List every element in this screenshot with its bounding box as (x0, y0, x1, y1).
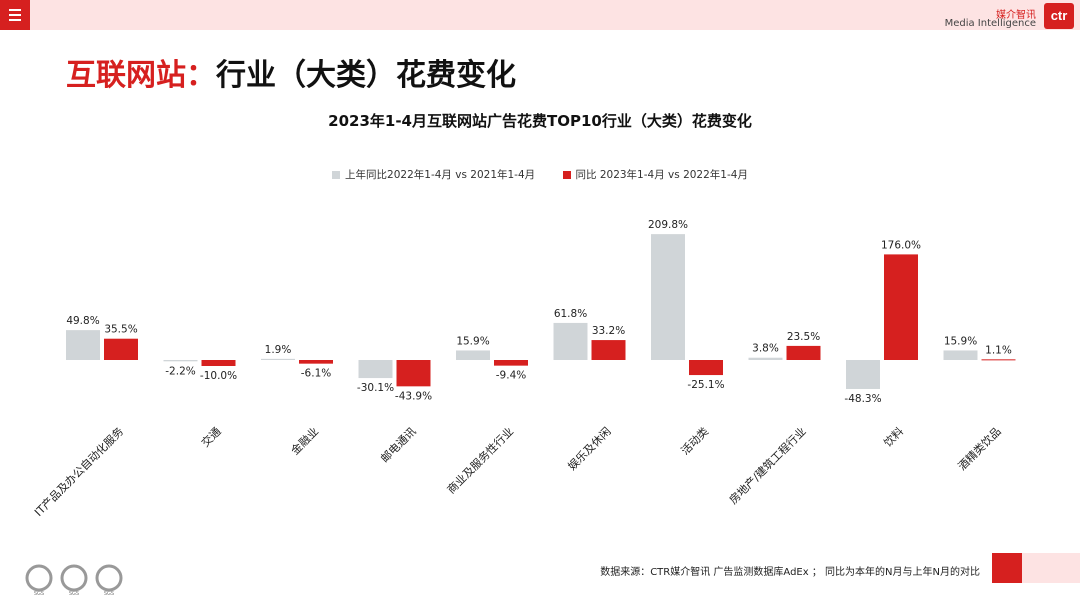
sgs-badge-icon: SGS (25, 564, 53, 597)
data-label: -10.0% (200, 370, 237, 382)
chart-title: 2023年1-4月互联网站广告花费TOP10行业（大类）花费变化 (328, 112, 752, 130)
data-label: -2.2% (165, 365, 195, 377)
bar-prev (261, 358, 295, 360)
page-title-prefix: 互联网站： (66, 58, 216, 93)
bar-curr (494, 360, 528, 366)
category-tick-label: 活动类 (678, 424, 711, 457)
ctr-logo: ctr (1044, 3, 1074, 29)
bar-prev (66, 330, 100, 360)
category-tick-label: 酒精类饮品 (955, 424, 1004, 473)
logo-cn-text: 媒介智讯 (996, 10, 1036, 21)
category-tick-label: 邮电通讯 (378, 425, 418, 465)
legend-item-prev: 上年同比2022年1-4月 vs 2021年1-4月 (332, 167, 535, 182)
menu-button[interactable] (0, 0, 30, 30)
bar-curr (591, 340, 626, 360)
data-label: 33.2% (592, 325, 625, 337)
bar-prev (553, 322, 588, 360)
logo-en-text: Media Intelligence (944, 18, 1036, 29)
data-label: 1.9% (265, 344, 292, 356)
legend-swatch-curr (562, 171, 571, 179)
category-tick-label: IT产品及办公自动化服务 (31, 424, 126, 519)
certification-badges: SGS SGS SGS (25, 564, 123, 597)
data-label: -9.4% (496, 370, 526, 382)
bar-prev (651, 234, 685, 360)
bar-curr (786, 345, 821, 360)
data-label: -6.1% (301, 368, 331, 380)
category-tick-label: 房地产/建筑工程行业 (726, 424, 809, 507)
hamburger-menu-icon (9, 9, 21, 11)
data-label: 15.9% (456, 335, 489, 347)
category-tick-label: 商业及服务性行业 (444, 424, 516, 496)
category-tick-label: 娱乐及休闲 (565, 424, 614, 473)
cert-label: SGS (69, 591, 79, 597)
top-bar (0, 0, 1080, 30)
bar-curr (884, 254, 918, 360)
data-label: 1.1% (985, 344, 1012, 356)
legend-label-prev: 上年同比2022年1-4月 vs 2021年1-4月 (345, 169, 536, 181)
data-label: -48.3% (844, 393, 881, 405)
data-label: -30.1% (357, 382, 394, 394)
footer-accent-red (992, 553, 1022, 583)
bar-prev (358, 360, 393, 379)
cert-label: SGS (104, 591, 114, 597)
data-label: 23.5% (787, 331, 820, 343)
category-tick-label: 饮料 (881, 424, 906, 449)
data-label: 176.0% (881, 239, 921, 251)
sgs-badge-icon: SGS (95, 564, 123, 597)
category-tick-label: 金融业 (288, 424, 321, 457)
bar-prev (456, 350, 490, 360)
data-label: -25.1% (687, 379, 724, 391)
data-label: 3.8% (752, 343, 779, 355)
legend-label-curr: 同比 2023年1-4月 vs 2022年1-4月 (575, 169, 748, 181)
data-label: 15.9% (944, 335, 977, 347)
cert-label: SGS (34, 591, 44, 597)
footer-accent-pink (1022, 553, 1080, 583)
category-tick-label: 交通 (198, 424, 223, 449)
data-label: 61.8% (554, 308, 587, 320)
bar-prev (163, 360, 198, 362)
page-title-main: 行业（大类）花费变化 (216, 58, 516, 93)
legend-item-curr: 同比 2023年1-4月 vs 2022年1-4月 (562, 167, 748, 182)
bar-curr (689, 360, 723, 376)
bar-prev (846, 360, 880, 389)
bar-curr (104, 338, 138, 360)
data-label: 49.8% (66, 315, 99, 327)
chart-legend: 上年同比2022年1-4月 vs 2021年1-4月 同比 2023年1-4月 … (0, 167, 1080, 182)
bar-prev (748, 357, 783, 360)
bar-curr (299, 360, 333, 364)
data-label: 35.5% (104, 324, 137, 336)
bar-curr (201, 360, 236, 366)
data-label: -43.9% (395, 390, 432, 402)
bar-prev (943, 350, 978, 360)
sgs-badge-icon: SGS (60, 564, 88, 597)
page-title: 互联网站：行业（大类）花费变化 (66, 50, 516, 94)
data-source-note: 数据来源：CTR媒介智讯 广告监测数据库AdEx ； 同比为本年的N月与上年N月… (600, 567, 980, 578)
bar-curr (981, 359, 1016, 361)
legend-swatch-prev (332, 171, 341, 179)
data-label: 209.8% (648, 219, 688, 231)
bar-curr (396, 360, 431, 387)
